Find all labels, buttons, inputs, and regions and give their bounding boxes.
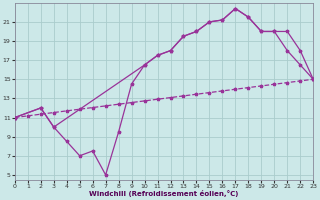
X-axis label: Windchill (Refroidissement éolien,°C): Windchill (Refroidissement éolien,°C) xyxy=(89,190,239,197)
